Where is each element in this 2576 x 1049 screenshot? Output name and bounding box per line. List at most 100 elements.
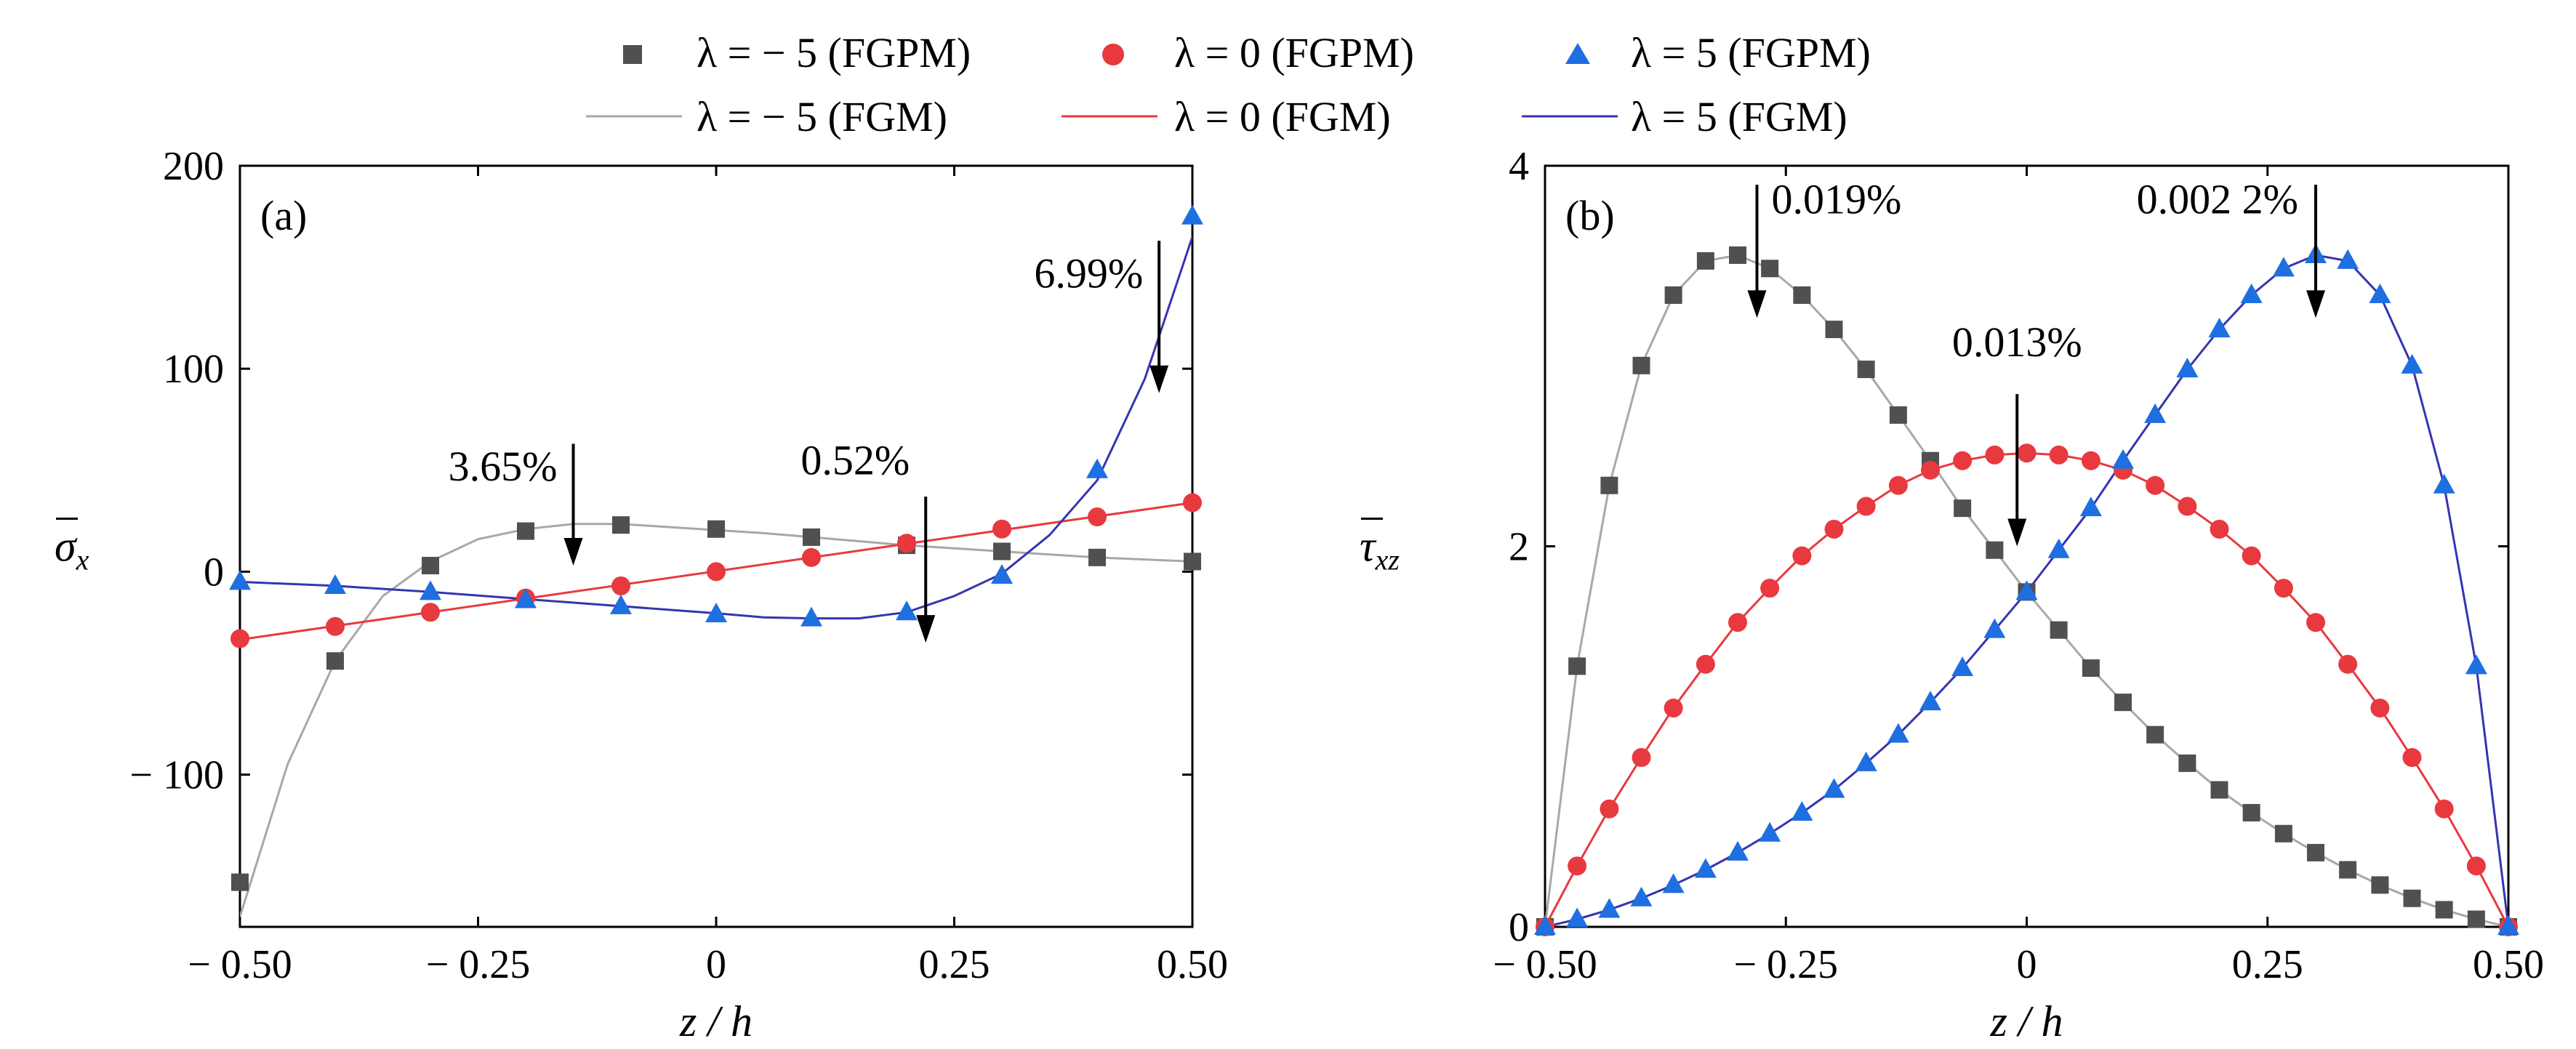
data-point-z0 [2466, 856, 2486, 876]
x-tick-label: 0.25 [919, 942, 990, 987]
data-point-p5 [2401, 353, 2423, 374]
series-line-m5 [240, 523, 1192, 917]
data-point-p5 [2337, 249, 2359, 269]
data-point-z0 [421, 603, 440, 622]
data-point-p5 [2208, 318, 2231, 338]
legend-label: λ = 5 (FGM) [1631, 93, 1847, 140]
data-point-p5 [2015, 580, 2038, 600]
x-tick-label: − 0.50 [188, 942, 292, 987]
x-tick-label: 0.50 [2473, 942, 2544, 987]
data-point-p5 [1566, 907, 1589, 928]
y-tick-label: 4 [1509, 144, 1529, 189]
data-point-m5 [1793, 286, 1811, 304]
data-point-p5 [991, 563, 1013, 584]
x-tick-label: − 0.25 [426, 942, 531, 987]
data-point-p5 [2112, 449, 2134, 469]
data-point-m5 [1696, 252, 1714, 270]
data-point-m5 [1632, 356, 1650, 374]
data-point-m5 [2339, 861, 2357, 879]
triangle-marker-icon [1565, 43, 1590, 64]
data-point-z0 [230, 629, 249, 648]
data-point-z0 [992, 519, 1011, 539]
series-line-p5 [240, 236, 1192, 620]
data-point-z0 [1728, 613, 1747, 632]
y-tick-label: 0 [204, 550, 224, 595]
legend-label: λ = − 5 (FGM) [697, 93, 947, 140]
data-point-p5 [324, 574, 346, 594]
data-point-p5 [1598, 898, 1621, 918]
annotation-arrowhead [563, 538, 583, 566]
series-line-z0 [1545, 451, 2508, 927]
data-point-z0 [2274, 579, 2293, 598]
data-point-z0 [1985, 445, 2005, 465]
data-point-z0 [326, 616, 345, 636]
y-tick-label: 2 [1509, 525, 1529, 570]
data-point-z0 [1792, 546, 1812, 566]
data-point-z0 [2210, 519, 2229, 539]
data-point-m5 [1184, 552, 1201, 571]
data-point-z0 [2017, 443, 2037, 463]
circle-marker-icon [1102, 44, 1124, 65]
chart-panel-b: − 0.50 − 0.25 0 0.25 0.50 0 2 4 z / h τxz (b) 0.019… [1360, 144, 2544, 1045]
chart-panel-a: − 0.50 − 0.25 0 0.25 0.50 − 100 0 100 200 z / h σx… [55, 144, 1228, 1045]
data-point-z0 [2178, 497, 2197, 516]
data-point-p5 [2433, 473, 2455, 494]
panel-label: (b) [1565, 192, 1615, 239]
annotation-arrowhead [2306, 290, 2325, 318]
data-point-z0 [2049, 445, 2069, 465]
data-point-p5 [1662, 873, 1685, 893]
x-tick-label: − 0.50 [1493, 942, 1597, 987]
data-point-m5 [1600, 476, 1618, 494]
data-point-m5 [2178, 754, 2196, 772]
data-point-z0 [2146, 475, 2165, 495]
data-point-z0 [2338, 654, 2358, 674]
legend-item-m5-fgpm: λ = − 5 (FGPM) [623, 29, 971, 76]
x-tick-label: 0.25 [2232, 942, 2303, 987]
data-point-m5 [612, 516, 630, 534]
y-tick-label: 100 [163, 347, 224, 392]
data-point-p5 [610, 594, 632, 614]
data-point-m5 [1825, 321, 1843, 339]
data-point-z0 [2242, 546, 2261, 566]
annotation-label: 3.65% [449, 443, 558, 490]
data-point-p5 [705, 603, 727, 623]
data-point-p5 [896, 600, 918, 621]
data-point-m5 [2435, 901, 2453, 919]
legend-item-p5-fgpm: λ = 5 (FGPM) [1565, 29, 1871, 76]
data-point-z0 [1088, 507, 1107, 527]
data-point-m5 [1729, 246, 1746, 265]
data-point-m5 [2242, 803, 2260, 821]
annotation-arrowhead [1149, 365, 1169, 393]
data-point-p5 [2047, 538, 2070, 558]
data-point-z0 [802, 547, 821, 567]
legend-label: λ = 5 (FGPM) [1631, 29, 1871, 76]
data-point-m5 [2403, 889, 2421, 907]
data-point-m5 [2114, 694, 2132, 712]
data-point-p5 [1951, 656, 1974, 677]
data-point-z0 [1696, 654, 1715, 674]
annotation-label: 0.013% [1952, 318, 2082, 366]
data-point-z0 [2306, 613, 2325, 632]
y-tick-label: 200 [163, 144, 224, 189]
data-point-m5 [1889, 406, 1907, 424]
data-point-p5 [1534, 915, 1556, 935]
legend-label: λ = − 5 (FGPM) [697, 29, 971, 76]
data-point-m5 [2307, 843, 2324, 861]
data-point-p5 [2369, 283, 2391, 303]
x-tick-label: − 0.25 [1733, 942, 1838, 987]
legend-item-m5-fgm: λ = − 5 (FGM) [586, 93, 947, 140]
y-axis-title: σx [55, 523, 89, 576]
data-point-p5 [2240, 283, 2263, 303]
data-point-p5 [801, 606, 822, 627]
data-point-m5 [1568, 657, 1586, 675]
data-point-z0 [2434, 799, 2454, 819]
data-point-m5 [1857, 361, 1875, 379]
data-point-z0 [1600, 799, 1619, 819]
data-point-z0 [1183, 493, 1202, 513]
data-point-p5 [1086, 458, 1108, 478]
legend: λ = − 5 (FGPM) λ = 0 (FGPM) λ = 5 (FGPM)… [586, 29, 1871, 140]
data-point-m5 [1088, 548, 1106, 566]
data-point-m5 [2146, 726, 2164, 744]
x-tick-label: 0 [2017, 942, 2037, 987]
